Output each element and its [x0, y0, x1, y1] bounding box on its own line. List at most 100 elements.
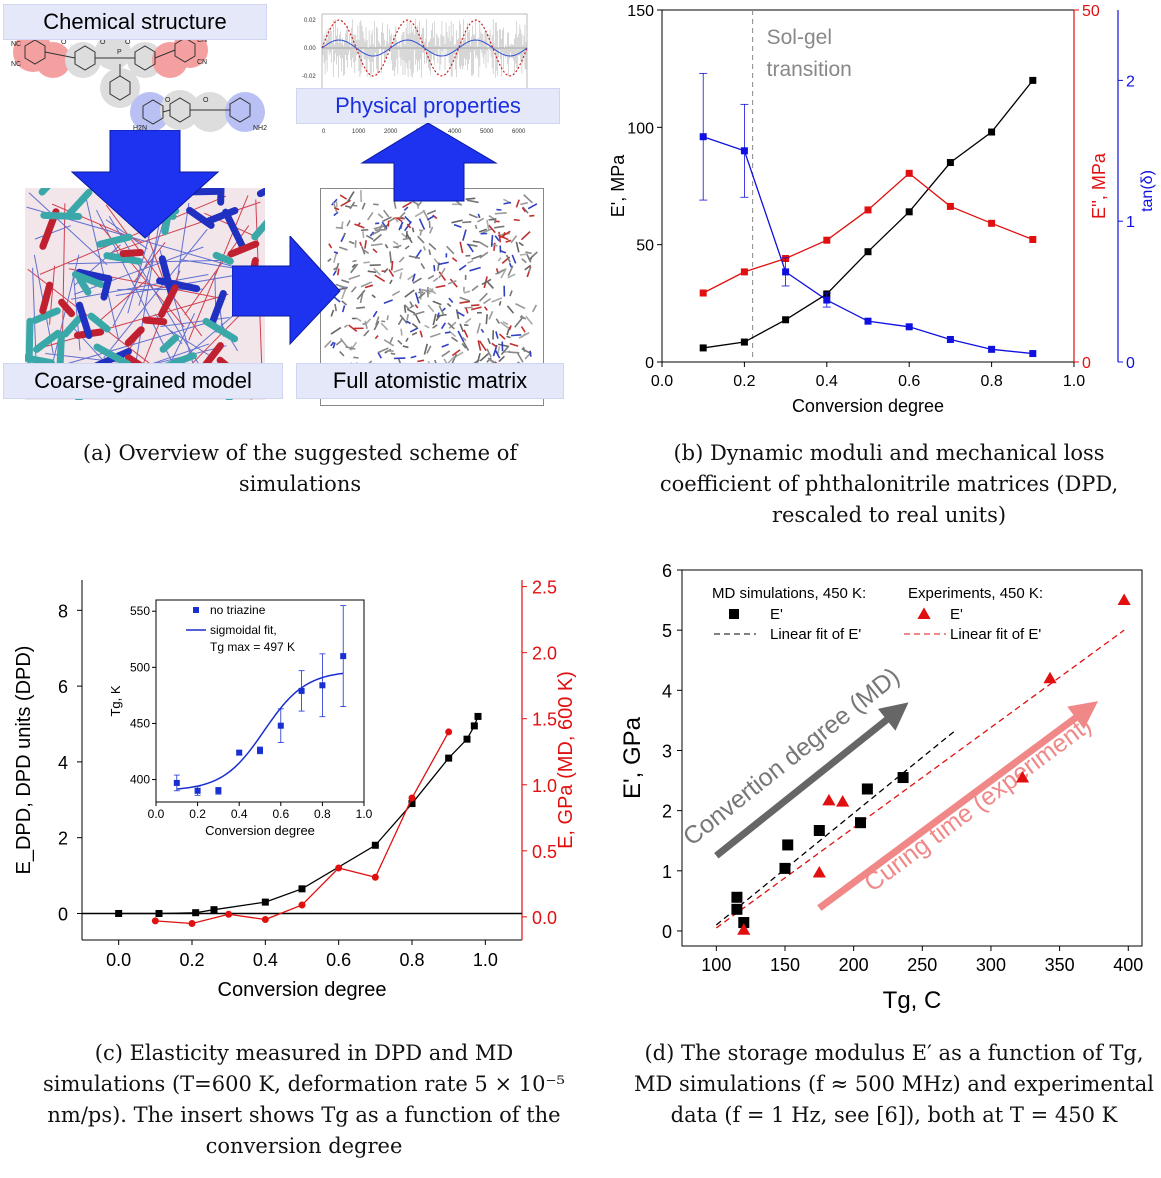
y-right-tick-label: 2.5 — [532, 578, 557, 598]
y-left-tick-label: 4 — [58, 753, 68, 773]
data-point — [1117, 593, 1131, 606]
data-point — [261, 898, 269, 906]
data-point — [408, 800, 416, 808]
thumb-ytick: 0.00 — [304, 46, 316, 52]
fit-line — [715, 728, 958, 926]
data-point — [474, 712, 482, 720]
x-tick-label: 1.0 — [1063, 373, 1085, 390]
y-tick-label: 2 — [662, 802, 672, 822]
data-point — [445, 754, 453, 762]
inset-legend-text: no triazine — [210, 603, 266, 617]
x-tick-label: 200 — [839, 955, 869, 975]
y-tick-label: 1 — [662, 862, 672, 882]
data-point — [988, 219, 996, 227]
x-tick-label: 0.2 — [733, 373, 755, 390]
chem-atom: CN — [197, 59, 207, 66]
arrow-exp-shaft — [817, 711, 1083, 911]
arrow-exp-label: Curing time (experiment) — [859, 711, 1097, 897]
data-point — [298, 885, 306, 893]
data-point — [463, 735, 471, 743]
y-left-axis-label: E', MPa — [608, 154, 628, 217]
arrow-up-icon — [360, 123, 498, 202]
inset-data-point — [215, 787, 222, 794]
inset: 0.0 0.2 0.4 0.6 0.8 1.0 400 450 500 550 Conversion… — [108, 599, 373, 838]
y-axis-label: E', GPa — [619, 716, 646, 799]
chem-atom: NH2 — [253, 125, 267, 132]
y-tick-label: 0 — [662, 922, 672, 942]
y-right-tick-label: 1.0 — [532, 776, 557, 796]
data-point — [782, 839, 794, 851]
x-tick-label: 400 — [1113, 955, 1143, 975]
x-tick-label: 300 — [976, 955, 1006, 975]
inset-fit-line — [176, 672, 344, 790]
data-point — [864, 206, 872, 214]
data-point — [738, 917, 750, 929]
thumb-xtick: 6000 — [512, 129, 526, 135]
inset-y-tick-label: 450 — [130, 716, 150, 730]
arrow-down-icon — [70, 130, 220, 239]
chem-atom: P — [117, 49, 122, 56]
data-point — [740, 338, 748, 346]
legend-text: Linear fit of E' — [950, 626, 1041, 643]
chart-c: 0.0 0.2 0.4 0.6 0.8 1.0 0 2 4 6 8 0.0 0.5 1.0 1.5 2.0 2.… — [13, 578, 577, 1001]
chem-atom: H2N — [133, 125, 147, 132]
x-tick-label: 0.6 — [326, 950, 351, 970]
chem-atom: NC — [11, 61, 21, 68]
data-point — [740, 268, 748, 276]
caption-a: (a) Overview of the suggested scheme of … — [82, 441, 518, 496]
y-right-tick-label: 2.0 — [532, 644, 557, 664]
y-right2-tick-label: 2 — [1126, 73, 1135, 90]
data-point — [822, 793, 836, 806]
arrow-exp-head — [1067, 701, 1099, 730]
data-point — [905, 169, 913, 177]
annotation-text: Sol-gel — [767, 26, 832, 49]
chemical-structure-image: NC CN NC CN O O O P O O O H2N NH2 — [11, 32, 267, 132]
data-point — [779, 862, 791, 874]
annotation-text: transition — [767, 58, 852, 81]
data-point — [782, 268, 790, 276]
inset-x-tick-label: 0.4 — [231, 807, 248, 821]
inset-data-point — [340, 653, 347, 660]
data-point — [699, 344, 707, 352]
x-tick-label: 150 — [770, 955, 800, 975]
y-right2-axis-label: tan(δ) — [1139, 170, 1156, 212]
caption-b: (b) Dynamic moduli and mechanical loss c… — [659, 441, 1119, 527]
thumb-ytick: -0.02 — [302, 74, 316, 80]
data-point — [737, 923, 751, 935]
inset-legend-text: Tg max = 497 K — [210, 640, 295, 654]
data-point — [1029, 236, 1037, 244]
y-left-tick-label: 0 — [58, 904, 68, 924]
legend-text: E' — [950, 606, 963, 623]
chem-atom: O — [61, 39, 67, 46]
y-left-tick-label: 8 — [58, 601, 68, 621]
data-point — [298, 901, 306, 909]
arrow-right-icon — [232, 236, 341, 346]
data-point — [740, 147, 748, 155]
inset-data-point — [319, 682, 326, 689]
data-point — [836, 795, 850, 807]
y-right1-tick-label: 50 — [1082, 3, 1100, 20]
chem-atom: O — [203, 97, 209, 104]
y-right1-tick-label: 0 — [1082, 355, 1091, 372]
legend-title: MD simulations, 450 K: — [712, 585, 866, 602]
data-point — [861, 783, 873, 795]
legend-marker — [729, 609, 739, 619]
y-left-tick-label: 0 — [645, 355, 654, 372]
inset-x-tick-label: 0.6 — [272, 807, 289, 821]
y-right-axis-label: E, GPa (MD, 600 K) — [555, 671, 577, 849]
chem-atom: O — [165, 97, 171, 104]
data-point — [864, 317, 872, 325]
y-left-tick-label: 50 — [636, 238, 654, 255]
arrow-exp — [817, 701, 1099, 911]
caption-d: (d) The storage modulus E′ as a function… — [634, 1041, 1154, 1127]
thumb-xtick: 0 — [322, 129, 326, 135]
data-point — [988, 128, 996, 136]
x-axis-label: Tg, C — [883, 987, 942, 1014]
thumb-xtick: 1000 — [352, 129, 366, 135]
x-axis-label: Conversion degree — [218, 979, 387, 1001]
data-point — [445, 728, 453, 736]
data-point — [371, 841, 379, 849]
x-tick-label: 0.2 — [179, 950, 204, 970]
data-point — [864, 248, 872, 256]
data-point — [470, 722, 478, 730]
